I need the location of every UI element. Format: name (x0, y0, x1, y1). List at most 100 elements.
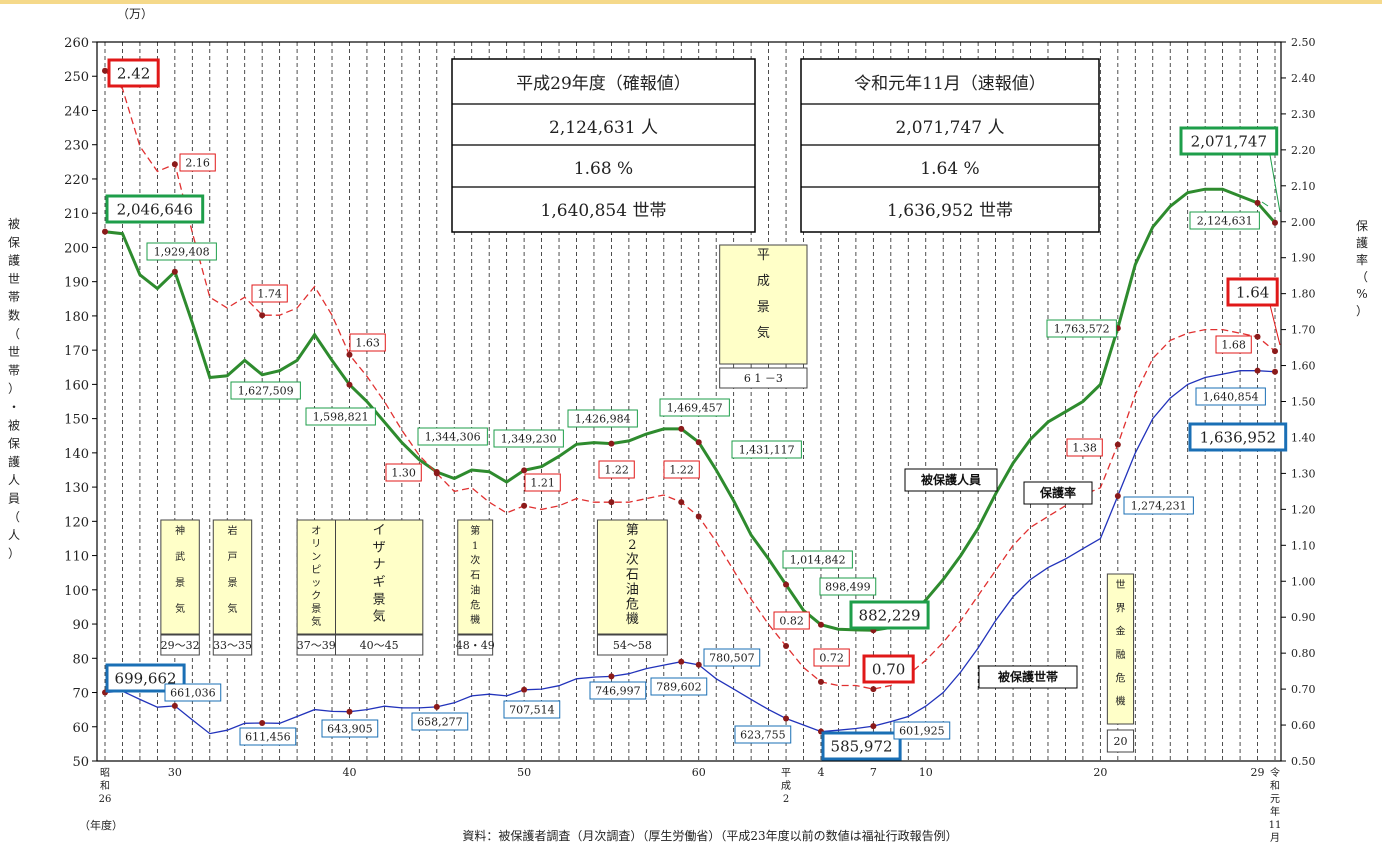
economy-box-char: 平 (757, 248, 770, 263)
series-point (521, 502, 528, 509)
rate-label-text: 1.38 (1072, 441, 1097, 454)
economy-box-char: 景 (757, 300, 770, 315)
axis-title-char: 護 (1356, 235, 1368, 250)
y-tick-label-right: 2.10 (1291, 180, 1316, 193)
series-point (608, 440, 615, 447)
people-label: 2,071,747 (1179, 126, 1279, 156)
x-label-text: 月 (1270, 832, 1280, 844)
economy-period-box (212, 634, 253, 656)
y-tick-label-left: 90 (72, 618, 89, 633)
rate-label-text: 1.22 (604, 463, 629, 476)
rate-label-box (1066, 438, 1103, 457)
connector-line (1269, 304, 1281, 346)
economy-period-text: 40～45 (360, 639, 399, 652)
legend-rate: 保護率 (1023, 481, 1093, 505)
summary-right-row: 1,636,952 世帯 (887, 201, 1013, 221)
people-label-text: 2,046,646 (117, 200, 193, 218)
legend-rate-text: 保護率 (1039, 485, 1076, 500)
x-tick-label: 29 (1251, 766, 1265, 779)
rate-label-text: 1.74 (257, 287, 282, 300)
economy-box-char: 世 (1115, 579, 1125, 591)
series-point (259, 312, 266, 319)
economy-box-char: 機 (1115, 695, 1125, 708)
series-point (346, 381, 353, 388)
axis-title-char: 員 (8, 492, 20, 506)
economy-box-char: 機 (470, 613, 480, 626)
economy-box-fill (296, 519, 337, 635)
series-point (259, 719, 266, 726)
x-label-text: 20 (1093, 766, 1107, 779)
people-label: 1,344,306 (417, 427, 488, 446)
economy-box-char: ナ (373, 558, 386, 573)
axis-title-char: % (1356, 287, 1367, 301)
series-point (346, 351, 353, 358)
rate-label-text: 0.82 (779, 614, 804, 627)
economy-period-text: 6 1 －3 (744, 372, 783, 385)
x-label-text: 10 (919, 766, 933, 779)
households-label-text: 1,636,952 (1200, 428, 1276, 446)
series-line (104, 370, 1276, 735)
x-tick-label: 20 (1093, 766, 1107, 779)
summary-left-row: 1,640,854 世帯 (541, 201, 667, 221)
economy-box-char: 気 (757, 325, 770, 341)
y-tick-label-right: 0.80 (1291, 647, 1316, 660)
economy-box-char: 岩 (227, 524, 237, 537)
y-tick-label-left: 80 (72, 652, 89, 667)
rate-label-text: 0.70 (872, 660, 905, 678)
summary-right: 令和元年11月（速報値） 2,071,747 人 1.64 % 1,636,952 世… (800, 58, 1100, 233)
people-label-text: 1,929,408 (154, 245, 210, 258)
y-tick-label-right: 1.80 (1291, 288, 1316, 301)
x-label-text: 平 (781, 768, 791, 779)
x-label-text: 40 (342, 766, 356, 779)
y-tick-label-left: 190 (64, 276, 89, 291)
x-label-text: 50 (517, 766, 531, 779)
economy-box-char: リ (311, 539, 321, 550)
x-label-text: 60 (692, 766, 706, 779)
economy-box-char: 危 (470, 599, 480, 611)
y-tick-label-left: 180 (64, 310, 89, 325)
rate-label-box (179, 153, 216, 172)
x-unit: （年度） (79, 818, 123, 832)
economy-box-char: イ (373, 523, 386, 538)
people-label-box (731, 440, 802, 459)
rate-label-text: 0.72 (819, 651, 844, 664)
y-tick-label-right: 1.60 (1291, 360, 1316, 373)
axis-title-char: 護 (8, 454, 20, 469)
x-label-text: 2 (783, 794, 789, 805)
y-tick-label-left: 140 (64, 447, 89, 462)
people-label: 882,229 (849, 600, 930, 630)
series-point (521, 686, 528, 693)
households-label-box (589, 681, 647, 700)
economy-box-char: 危 (626, 597, 639, 612)
x-label-text: 7 (870, 766, 877, 779)
households-label-box (734, 725, 792, 744)
rate-label: 1.74 (251, 284, 288, 303)
axis-title-char: 被 (8, 418, 20, 432)
x-tick-label: 4 (817, 766, 824, 779)
axis-title-char: （ (8, 327, 20, 341)
economy-period-box (457, 634, 494, 656)
y-tick-label-left: 110 (64, 550, 89, 565)
series-point (695, 661, 702, 668)
people-label: 1,763,572 (1046, 319, 1117, 338)
households-label-box (1123, 496, 1194, 515)
economy-box-char: 第 (470, 524, 480, 537)
households-label-text: 780,507 (709, 651, 755, 664)
people-label-text: 1,598,821 (313, 410, 369, 423)
axis-title-char: 世 (8, 272, 20, 286)
households-label: 658,277 (411, 712, 469, 731)
households-label: 789,602 (650, 677, 708, 696)
economy-period-text: 48・49 (456, 639, 495, 652)
households-label: 661,036 (164, 683, 222, 702)
series-point (695, 439, 702, 446)
economy-box-char: 戸 (227, 551, 237, 563)
connector-line (1261, 201, 1269, 207)
rate-label: 1.30 (385, 463, 422, 482)
y-tick-label-right: 1.20 (1291, 503, 1316, 516)
x-tick-label: 40 (342, 766, 356, 779)
x-label-text: 元 (1270, 794, 1280, 805)
economy-box-char: 第 (626, 523, 639, 538)
x-tick-label: 7 (870, 766, 877, 779)
axis-title-char: ・ (8, 400, 20, 414)
